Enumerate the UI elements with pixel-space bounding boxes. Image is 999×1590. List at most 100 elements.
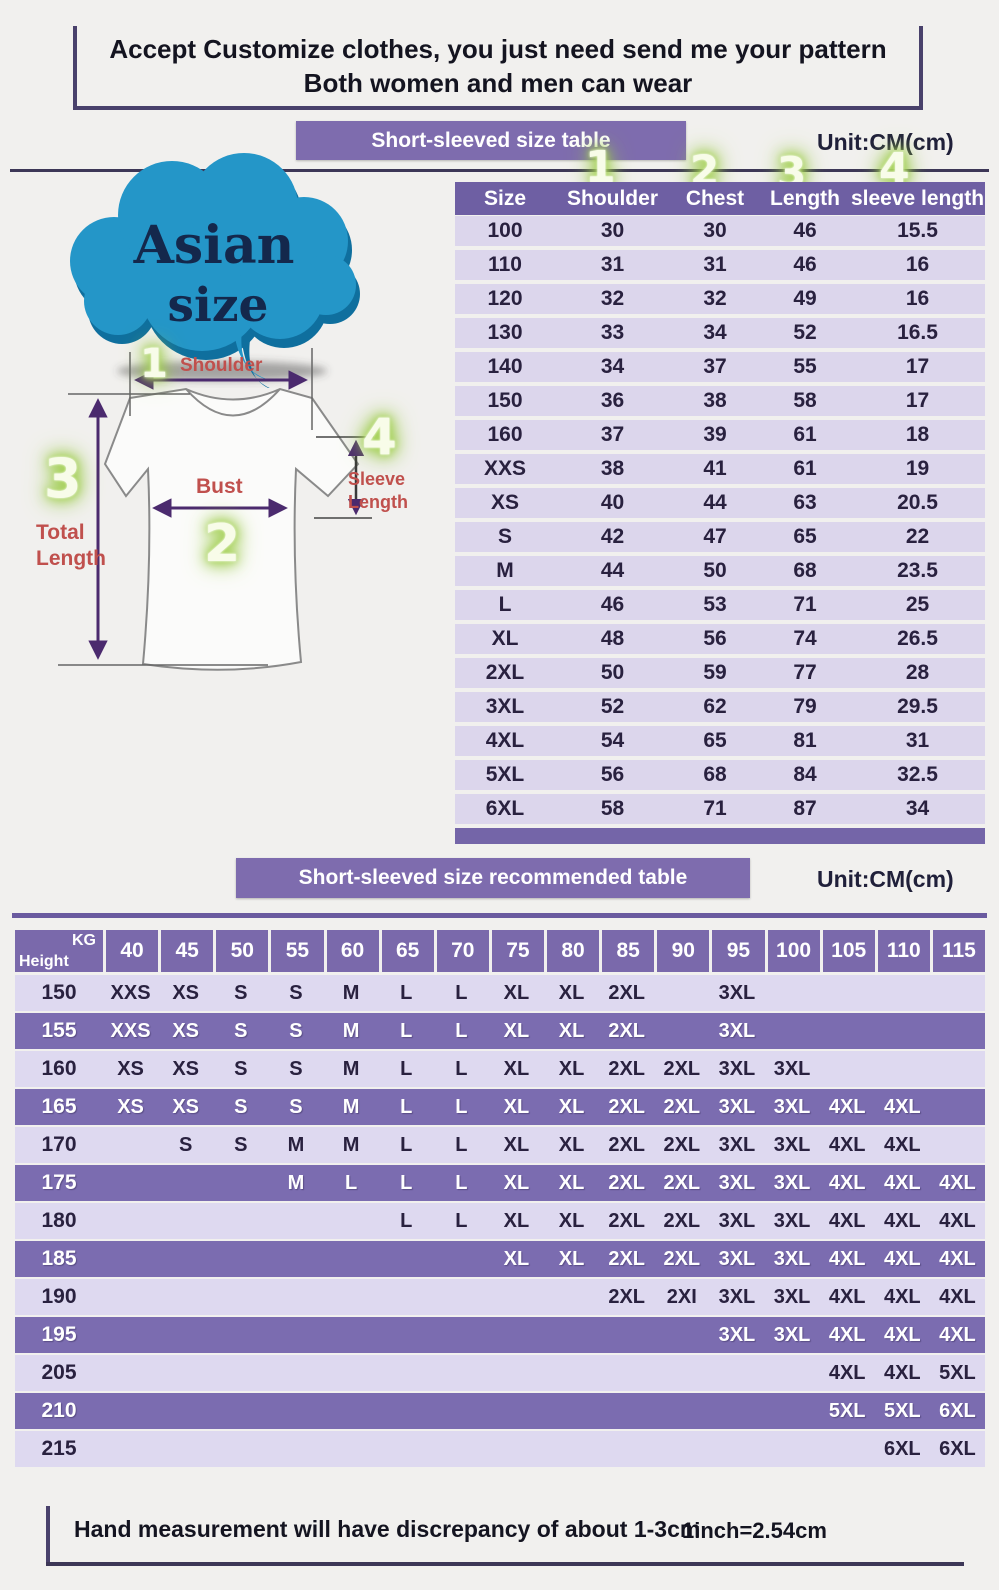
recommend-size-cell: [324, 1241, 379, 1277]
diagram-marker-3: 3: [44, 447, 82, 510]
recommend-size-cell: 2XL: [663, 1095, 701, 1118]
recommend-size-cell: 3XL: [718, 1285, 756, 1308]
sleeve-length-label-line2: Length: [348, 491, 408, 512]
recommend-row: 210 5XL 5XL 6XL: [15, 1393, 985, 1429]
recommend-size-cell: 2XL: [663, 1133, 701, 1156]
tshirt-outline: [103, 387, 360, 671]
recommend-size-cell: XL: [558, 1019, 585, 1042]
recommend-size-cell: 3XL: [773, 1323, 811, 1346]
size-table-cell: 58: [793, 389, 817, 412]
recommend-row: 190 2XL 2XI 3XL 3XL 4XL 4XL 4XL: [15, 1279, 985, 1315]
height-label: 195: [41, 1323, 77, 1346]
recommend-size-cell: 3XL: [718, 1095, 756, 1118]
size-table-cell: XXS: [483, 457, 527, 480]
recommend-size-cell: 2XL: [608, 1133, 646, 1156]
recommend-size-cell: XS: [117, 1057, 144, 1080]
size-table-row: 2XL 50 59 77 28: [455, 658, 985, 688]
size-table-column-header: Size: [483, 186, 527, 210]
size-table-cell: 41: [703, 457, 727, 480]
recommend-size-cell: [379, 1431, 434, 1467]
recommend-size-cell: [324, 1393, 379, 1429]
weight-column-header: 75: [488, 930, 544, 972]
recommend-row: 165 XS XS S S M L L XL XL 2XL 2XL 3XL 3XL 4XL 4XL: [15, 1089, 985, 1125]
recommend-size-cell: [213, 1241, 268, 1277]
weight-column-header: 115: [929, 930, 985, 972]
recommend-size-cell: L: [400, 981, 413, 1004]
recommend-size-cell: 3XL: [773, 1209, 811, 1232]
recommend-size-cell: L: [455, 1095, 468, 1118]
cloud-light-layer: [70, 153, 356, 380]
recommend-size-cell: S: [289, 1019, 303, 1042]
size-table-cell: 61: [793, 423, 817, 446]
recommend-size-cell: 5XL: [828, 1399, 866, 1422]
footer-bottom-rule: [46, 1562, 964, 1566]
size-table-banner: Short-sleeved size table: [296, 121, 686, 160]
recommend-row: 195 3XL 3XL 4XL 4XL 4XL: [15, 1317, 985, 1353]
recommend-size-cell: [820, 1051, 875, 1087]
recommend-size-cell: [158, 1165, 213, 1201]
recommend-size-cell: L: [455, 1171, 468, 1194]
recommend-size-cell: XL: [558, 1133, 585, 1156]
height-label: 185: [41, 1247, 77, 1270]
recommend-size-cell: [599, 1393, 654, 1429]
size-table-cell: 38: [703, 389, 727, 412]
recommend-size-cell: XL: [503, 1247, 530, 1270]
size-table-cell: 34: [905, 797, 930, 820]
weight-column-header: 40: [103, 930, 159, 972]
recommend-size-cell: [434, 1355, 489, 1391]
recommend-size-cell: [599, 1431, 654, 1467]
weight-column-header: 90: [654, 930, 710, 972]
recommend-size-cell: [213, 1393, 268, 1429]
recommend-size-cell: M: [342, 1133, 360, 1156]
recommend-size-cell: [930, 975, 985, 1011]
recommend-size-cell: [654, 1013, 709, 1049]
footer-left-rule: [46, 1506, 50, 1566]
tshirt-measure-diagram: 1 Shoulder Bust 2 3 Total Length 4 Sleev…: [28, 338, 448, 693]
diagram-marker-2: 2: [204, 514, 241, 574]
size-table-cell: 77: [793, 661, 817, 684]
size-table-cell: 42: [600, 525, 625, 548]
size-table-cell: 25: [905, 593, 930, 616]
recommend-size-cell: [268, 1203, 323, 1239]
recommend-size-cell: 2XL: [608, 1019, 646, 1042]
recommend-size-cell: XL: [503, 1209, 530, 1232]
recommend-size-cell: S: [234, 1057, 248, 1080]
recommend-size-cell: [930, 1013, 985, 1049]
recommend-size-cell: 3XL: [773, 1171, 811, 1194]
size-table-row: XS 40 44 63 20.5: [455, 488, 985, 518]
size-table-cell: 71: [793, 593, 817, 616]
size-table-cell: XS: [490, 491, 519, 514]
size-table-cell: 150: [487, 389, 523, 412]
recommend-size-cell: 2XL: [608, 1209, 646, 1232]
size-table-cell: 48: [600, 627, 625, 650]
recommend-size-cell: XXS: [110, 1019, 151, 1042]
size-table-header-row: Size Shoulder Chest Length sleeve length: [455, 182, 985, 215]
recommend-size-cell: 4XL: [939, 1171, 976, 1194]
size-table-cell: 34: [600, 355, 625, 378]
height-label: 165: [41, 1095, 77, 1118]
size-table-cell: 4XL: [485, 729, 525, 752]
recommend-size-cell: [434, 1317, 489, 1353]
size-table-row: 5XL 56 68 84 32.5: [455, 760, 985, 790]
recommend-size-cell: [820, 1431, 875, 1467]
size-table-cell: 31: [703, 253, 727, 276]
recommend-size-cell: L: [455, 1019, 468, 1042]
size-table-cell: 100: [487, 219, 523, 242]
size-table-cell: 62: [703, 695, 727, 718]
sleeve-length-label: Sleeve Length: [348, 468, 408, 513]
recommend-size-cell: L: [400, 1057, 413, 1080]
height-label: 160: [41, 1057, 77, 1080]
size-table-column-header: sleeve length: [850, 186, 985, 210]
size-table-cell: 87: [793, 797, 817, 820]
size-table-cell: 29.5: [897, 695, 938, 718]
recommend-size-cell: [930, 1089, 985, 1125]
size-table-cell: 63: [793, 491, 817, 514]
recommend-size-cell: S: [289, 1095, 303, 1118]
recommend-size-cell: 4XL: [939, 1285, 976, 1308]
recommend-size-cell: 4XL: [828, 1285, 866, 1308]
size-table-cell: 5XL: [485, 763, 525, 786]
recommend-size-cell: [103, 1431, 158, 1467]
recommend-size-cell: [654, 975, 709, 1011]
recommend-size-cell: 3XL: [718, 1019, 756, 1042]
